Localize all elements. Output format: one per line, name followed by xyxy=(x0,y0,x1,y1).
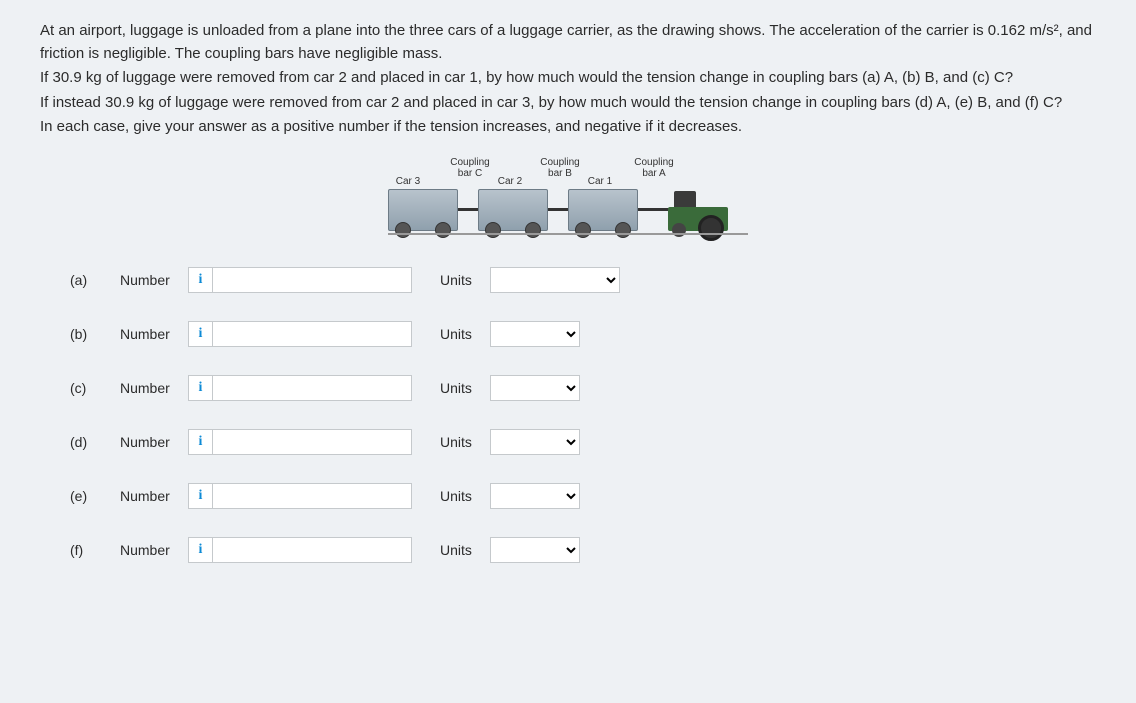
label-car-2: Car 2 xyxy=(490,176,530,187)
units-label: Units xyxy=(440,326,490,342)
units-select-a[interactable] xyxy=(490,267,620,293)
car-2-icon xyxy=(478,189,548,231)
answer-row-c: (c) Number i Units xyxy=(70,375,1096,401)
part-label-e: (e) xyxy=(70,488,120,504)
bar-b-icon xyxy=(548,208,570,211)
info-icon[interactable]: i xyxy=(188,483,212,509)
number-label: Number xyxy=(120,542,188,558)
problem-line-4: In each case, give your answer as a posi… xyxy=(40,116,1096,139)
problem-line-2: If 30.9 kg of luggage were removed from … xyxy=(40,67,1096,90)
units-select-b[interactable] xyxy=(490,321,580,347)
units-label: Units xyxy=(440,434,490,450)
label-car-1: Car 1 xyxy=(580,176,620,187)
part-label-d: (d) xyxy=(70,434,120,450)
answer-row-f: (f) Number i Units xyxy=(70,537,1096,563)
answer-row-b: (b) Number i Units xyxy=(70,321,1096,347)
units-select-e[interactable] xyxy=(490,483,580,509)
number-label: Number xyxy=(120,380,188,396)
info-icon[interactable]: i xyxy=(188,321,212,347)
tractor-icon xyxy=(668,191,728,231)
bar-c-icon xyxy=(458,208,480,211)
bar-a-icon xyxy=(638,208,670,211)
number-label: Number xyxy=(120,326,188,342)
units-select-c[interactable] xyxy=(490,375,580,401)
label-car-3: Car 3 xyxy=(388,176,428,187)
answer-section: (a) Number i Units (b) Number i Units (c… xyxy=(70,267,1096,563)
number-input-b[interactable] xyxy=(212,321,412,347)
car-3-icon xyxy=(388,189,458,231)
part-label-b: (b) xyxy=(70,326,120,342)
floor-line xyxy=(388,233,748,235)
answer-row-a: (a) Number i Units xyxy=(70,267,1096,293)
number-input-d[interactable] xyxy=(212,429,412,455)
number-input-f[interactable] xyxy=(212,537,412,563)
luggage-carrier-diagram: Couplingbar C Couplingbar B Couplingbar … xyxy=(388,157,748,237)
units-select-d[interactable] xyxy=(490,429,580,455)
number-label: Number xyxy=(120,272,188,288)
car-1-icon xyxy=(568,189,638,231)
part-label-a: (a) xyxy=(70,272,120,288)
number-label: Number xyxy=(120,488,188,504)
number-input-a[interactable] xyxy=(212,267,412,293)
label-coupling-a: Couplingbar A xyxy=(624,157,684,179)
problem-line-3: If instead 30.9 kg of luggage were remov… xyxy=(40,92,1096,115)
answer-row-e: (e) Number i Units xyxy=(70,483,1096,509)
problem-statement: At an airport, luggage is unloaded from … xyxy=(40,20,1096,139)
units-label: Units xyxy=(440,488,490,504)
info-icon[interactable]: i xyxy=(188,537,212,563)
units-label: Units xyxy=(440,380,490,396)
info-icon[interactable]: i xyxy=(188,375,212,401)
units-label: Units xyxy=(440,272,490,288)
number-input-c[interactable] xyxy=(212,375,412,401)
answer-row-d: (d) Number i Units xyxy=(70,429,1096,455)
part-label-c: (c) xyxy=(70,380,120,396)
number-label: Number xyxy=(120,434,188,450)
part-label-f: (f) xyxy=(70,542,120,558)
units-label: Units xyxy=(440,542,490,558)
info-icon[interactable]: i xyxy=(188,267,212,293)
problem-line-1: At an airport, luggage is unloaded from … xyxy=(40,20,1096,65)
units-select-f[interactable] xyxy=(490,537,580,563)
diagram-container: Couplingbar C Couplingbar B Couplingbar … xyxy=(40,157,1096,242)
info-icon[interactable]: i xyxy=(188,429,212,455)
number-input-e[interactable] xyxy=(212,483,412,509)
